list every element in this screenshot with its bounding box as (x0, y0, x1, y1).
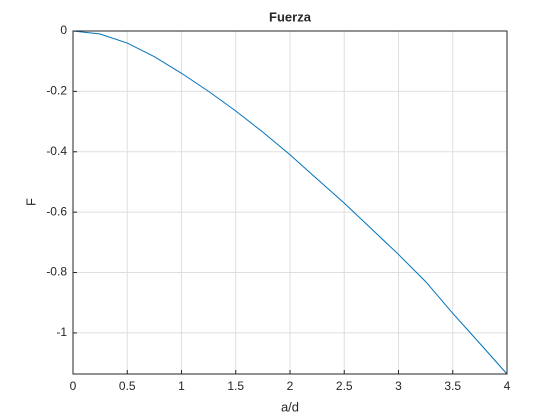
y-tick-label: -0.4 (46, 144, 67, 158)
x-tick-label: 0.5 (119, 379, 136, 393)
x-tick-label: 2 (287, 379, 294, 393)
chart-title: Fuerza (269, 9, 312, 24)
x-tick-label: 4 (504, 379, 511, 393)
y-tick-label: -0.6 (46, 204, 67, 218)
x-tick-label: 2.5 (336, 379, 353, 393)
y-tick-label: 0 (60, 23, 67, 37)
x-tick-label: 0 (70, 379, 77, 393)
x-tick-label: 3.5 (444, 379, 461, 393)
y-axis-label: F (23, 198, 38, 206)
data-line (72, 30, 508, 375)
x-tick-label: 1.5 (227, 379, 244, 393)
y-tick-label: -1 (56, 325, 67, 339)
x-axis-label: a/d (281, 399, 299, 414)
y-tick-label: -0.8 (46, 265, 67, 279)
x-tick-label: 3 (395, 379, 402, 393)
x-tick-label: 1 (178, 379, 185, 393)
y-tick-label: -0.2 (46, 84, 67, 98)
